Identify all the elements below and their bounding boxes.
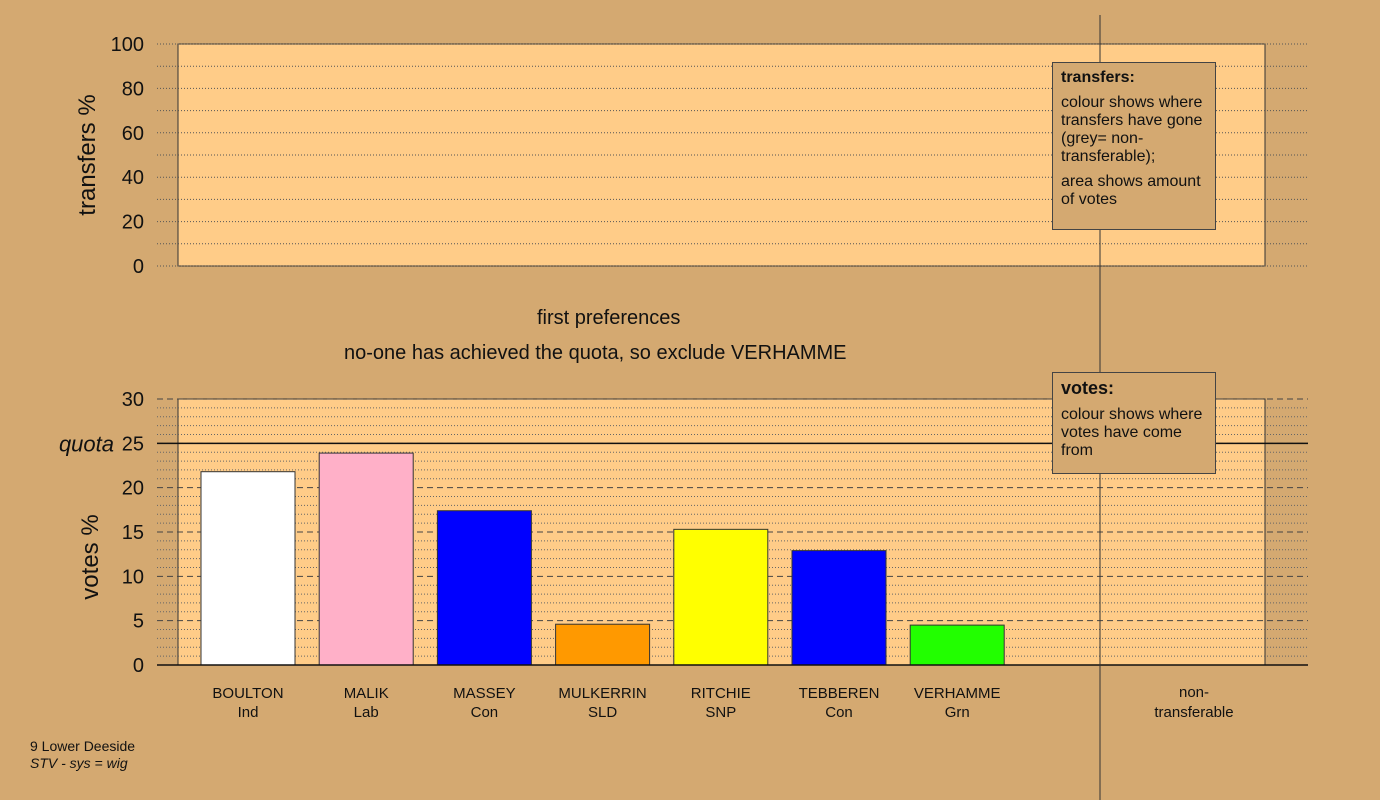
votes-y-tick-label: 15 — [122, 522, 144, 544]
transfers-legend-title: transfers: — [1061, 69, 1135, 86]
nontransferable-label-line2: transferable — [1154, 704, 1233, 721]
transfers-y-tick-label: 100 — [111, 34, 144, 56]
bar-verhamme — [909, 624, 1005, 666]
candidate-party-label: Ind — [238, 704, 259, 721]
votes-y-tick-label: 10 — [122, 566, 144, 588]
votes-y-tick-label: 25 — [122, 433, 144, 455]
bar-massey — [436, 510, 532, 666]
voting-system: STV - sys = wig — [30, 755, 128, 771]
bar-ritchie — [673, 528, 769, 666]
candidate-party-label: SNP — [705, 704, 736, 721]
votes-y-tick-label: 20 — [122, 478, 144, 500]
votes-y-axis-label: votes % — [77, 514, 104, 599]
transfers-legend-area-text: area shows amount of votes — [1061, 173, 1201, 208]
nontransferable-label-line1: non- — [1179, 684, 1209, 701]
votes-legend-title: votes: — [1061, 378, 1115, 398]
candidate-name-label: TEBBEREN — [799, 685, 880, 702]
transfers-legend-colour-text: colour shows where transfers have gone (… — [1061, 94, 1203, 165]
candidate-name-label: MALIK — [344, 685, 389, 702]
transfers-y-tick-label: 40 — [122, 167, 144, 189]
candidate-name-label: MULKERRIN — [558, 685, 646, 702]
candidate-name-label: MASSEY — [453, 685, 516, 702]
votes-y-tick-label: 5 — [133, 611, 144, 633]
candidate-party-label: Con — [471, 704, 499, 721]
bar-boulton — [200, 471, 296, 666]
quota-label: quota — [59, 431, 114, 456]
candidate-party-label: SLD — [588, 704, 617, 721]
candidate-party-label: Grn — [945, 704, 970, 721]
candidate-name-label: BOULTON — [212, 685, 283, 702]
bar-tebberen — [791, 550, 887, 666]
candidate-name-label: RITCHIE — [691, 685, 751, 702]
votes-y-tick-label: 30 — [122, 389, 144, 411]
votes-y-tick-label: 0 — [133, 655, 144, 677]
stage-note: no-one has achieved the quota, so exclud… — [344, 342, 847, 364]
bar-malik — [318, 452, 414, 666]
candidate-name-label: VERHAMME — [914, 685, 1001, 702]
stage-title: first preferences — [537, 307, 681, 329]
bar-mulkerrin — [555, 623, 651, 666]
candidate-party-label: Con — [825, 704, 853, 721]
footer: 9 Lower Deeside STV - sys = wig — [30, 738, 135, 772]
transfers-legend: transfers: colour shows where transfers … — [1052, 62, 1216, 230]
transfers-y-tick-label: 60 — [122, 123, 144, 145]
votes-legend-colour-text: colour shows where votes have come from — [1061, 406, 1203, 459]
transfers-y-tick-label: 20 — [122, 212, 144, 234]
transfers-y-tick-label: 0 — [133, 256, 144, 278]
transfers-y-tick-label: 80 — [122, 78, 144, 100]
candidate-party-label: Lab — [354, 704, 379, 721]
votes-legend: votes: colour shows where votes have com… — [1052, 372, 1216, 474]
ward-name: 9 Lower Deeside — [30, 738, 136, 754]
transfers-y-axis-label: transfers % — [74, 94, 101, 215]
